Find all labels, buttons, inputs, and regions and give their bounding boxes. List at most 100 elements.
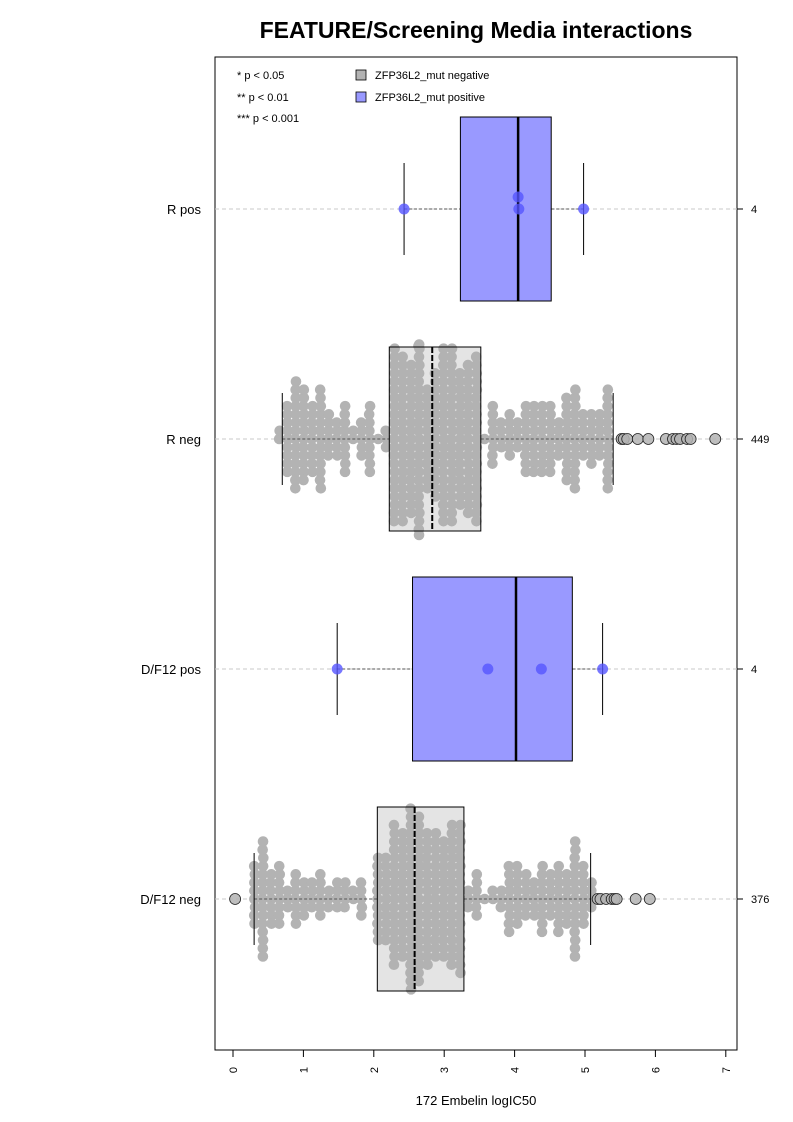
swarm-point: [471, 877, 483, 888]
grid-layer: [215, 208, 737, 900]
swarm-point: [257, 844, 268, 856]
swarm-point: [536, 877, 548, 888]
swarm-point: [413, 367, 425, 379]
swarm-point: [388, 819, 400, 831]
swarm-point: [315, 466, 326, 478]
swarm-point: [290, 877, 301, 888]
swarm-point: [397, 852, 409, 864]
swarm-point: [389, 491, 400, 502]
swarm-point: [397, 893, 408, 905]
swarm-point: [520, 417, 531, 428]
swarm-point: [553, 910, 565, 921]
swarm-point: [331, 441, 343, 453]
swarm-point: [265, 869, 277, 880]
swarm-point: [602, 466, 613, 478]
swarm-point: [257, 901, 268, 913]
swarm-point: [422, 893, 433, 905]
swarm-point: [446, 910, 458, 921]
swarm-point: [577, 450, 589, 461]
swarm-point: [307, 885, 318, 897]
swarm-point: [446, 959, 457, 971]
swarm-point: [347, 885, 359, 897]
swarm-point: [430, 901, 441, 913]
swarm-point: [446, 893, 458, 905]
swarm-point: [553, 877, 565, 888]
swarm-point: [282, 458, 293, 469]
swarm-point: [471, 409, 482, 420]
swarm-point: [446, 860, 457, 872]
swarm-point: [487, 409, 499, 420]
swarm-point: [306, 458, 318, 469]
swarm-point: [455, 482, 466, 494]
x-tick-label: 0: [228, 1067, 240, 1073]
swarm-point: [520, 885, 532, 897]
swarm-point: [421, 836, 433, 847]
swarm-point: [471, 441, 483, 453]
swarm-point: [487, 893, 499, 905]
swarm-point: [413, 910, 425, 921]
swarm-point: [437, 482, 449, 494]
swarm-point: [389, 499, 401, 511]
swarm-point: [430, 836, 441, 847]
swarm-point: [421, 400, 433, 412]
swarm-point: [405, 975, 417, 987]
swarm-point: [594, 425, 606, 437]
row-label: D/F12 pos: [141, 662, 201, 677]
swarm-point: [455, 901, 466, 913]
swarm-point: [553, 441, 565, 453]
swarm-point: [438, 441, 450, 453]
swarm-point: [561, 474, 573, 486]
swarm-point: [397, 441, 409, 453]
swarm-point: [429, 885, 441, 897]
swarm-point: [496, 441, 507, 453]
swarm-point: [437, 934, 449, 946]
swarm-point: [405, 376, 417, 387]
swarm-point: [413, 376, 425, 387]
swarm-point: [438, 951, 450, 962]
swarm-point: [298, 901, 310, 913]
swarm-point: [281, 466, 293, 478]
swarm-point: [397, 507, 409, 519]
swarm-point: [249, 869, 261, 880]
swarm-point: [397, 417, 408, 428]
swarm-point: [462, 384, 474, 396]
swarm-point: [388, 433, 400, 445]
swarm-point: [339, 400, 351, 412]
swarm-point: [504, 877, 516, 888]
swarm-point: [463, 441, 474, 453]
swarm-point: [454, 877, 466, 888]
swarm-point: [388, 482, 400, 494]
label-layer: R pos 4 R neg 449 D/F12 pos 4 D/F12 neg 376: [140, 202, 769, 907]
swarm-point: [273, 918, 285, 929]
swarm-point: [298, 400, 309, 412]
swarm-point: [504, 433, 515, 445]
swarm-point: [413, 893, 425, 905]
box-layer: [253, 116, 614, 992]
swarm-point: [421, 918, 433, 929]
swarm-point: [290, 384, 301, 396]
swarm-point: [413, 474, 425, 486]
swarm-point: [282, 409, 293, 420]
swarm-point: [315, 441, 326, 453]
swarm-point: [405, 450, 416, 461]
swarm-point: [290, 466, 301, 478]
swarm-point: [446, 515, 458, 527]
swarm-point: [536, 901, 548, 913]
swarm-point: [454, 926, 465, 938]
swarm-point: [339, 901, 350, 913]
swarm-point: [397, 844, 408, 856]
swarm-point: [528, 417, 540, 428]
swarm-point: [306, 441, 318, 453]
swarm-point: [446, 466, 458, 478]
swarm-point: [397, 466, 409, 478]
swarm-point: [536, 926, 548, 938]
swarm-point: [504, 910, 515, 921]
swarm-point: [487, 417, 499, 428]
swarm-point: [594, 441, 605, 453]
swarm-point: [306, 450, 318, 461]
swarm-point: [314, 450, 326, 461]
swarm-point: [405, 967, 416, 979]
swarm-point: [594, 450, 605, 461]
box-rect: [459, 116, 552, 302]
